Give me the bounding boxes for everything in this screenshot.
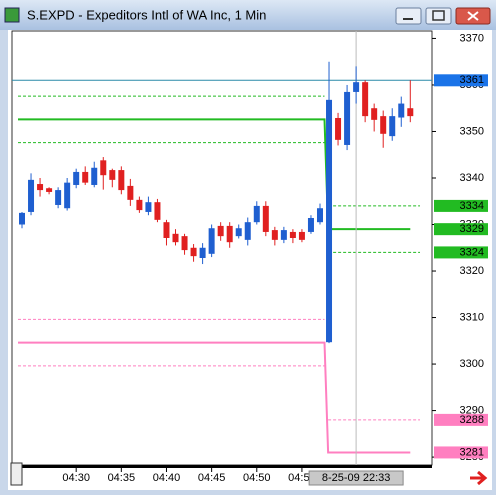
candle-body	[226, 225, 233, 243]
candle-body	[380, 116, 387, 134]
candle-body	[55, 190, 62, 205]
price-tag-label: 3329	[460, 223, 484, 235]
candle-body	[19, 212, 25, 225]
y-tick-label: 3340	[460, 172, 484, 184]
crosshair-time-label: 8-25-09 22:33	[322, 472, 391, 484]
y-tick-label: 3300	[460, 358, 484, 370]
candle-body	[298, 231, 305, 240]
candle-body	[326, 99, 333, 343]
x-tick-label: 04:50	[243, 472, 271, 484]
price-tag-label: 3324	[460, 246, 484, 258]
candle-body	[280, 230, 287, 240]
y-tick-label: 3290	[460, 404, 484, 416]
y-tick-label: 3350	[460, 125, 484, 137]
price-tag	[434, 446, 488, 459]
close-icon	[467, 11, 479, 21]
candle-body	[389, 116, 396, 137]
candle-body	[307, 217, 314, 232]
candle-body	[407, 108, 414, 117]
minimize-icon	[403, 18, 413, 20]
candle-body	[109, 170, 116, 180]
window-title: S.EXPD - Expeditors Intl of WA Inc, 1 Mi…	[27, 7, 266, 22]
band-middle	[18, 341, 411, 454]
candle-body	[217, 225, 224, 237]
maximize-icon	[432, 10, 445, 21]
candle-body	[344, 91, 351, 145]
y-tick-label: 3370	[460, 32, 484, 44]
candle-body	[253, 205, 260, 223]
chart-layer: 3280329033003310332033303340335033603370…	[12, 31, 488, 486]
candle-body	[181, 236, 188, 251]
candle-body	[73, 171, 80, 185]
candle-body	[172, 233, 179, 243]
candle-body	[37, 184, 44, 191]
x-tick-label: 04:35	[108, 472, 136, 484]
candle-body	[91, 167, 98, 185]
candle-body	[127, 185, 134, 200]
app-icon	[4, 7, 20, 23]
candle-body	[353, 82, 360, 92]
price-tag	[434, 223, 488, 236]
candle-body	[136, 199, 143, 211]
price-tag-label: 3288	[460, 414, 484, 426]
y-tick-label: 3310	[460, 311, 484, 323]
candle-body	[145, 202, 152, 212]
candle-body	[100, 160, 107, 176]
candle-body	[82, 171, 89, 183]
candle-body	[118, 170, 125, 191]
candle-body	[64, 182, 71, 209]
price-tag	[434, 199, 488, 212]
candle-body	[28, 179, 35, 212]
crosshair-price-tag	[434, 74, 488, 87]
candle-body	[244, 222, 251, 240]
x-tick-label: 04:30	[62, 472, 90, 484]
candle-body	[289, 231, 296, 238]
price-tag-label: 3334	[460, 200, 484, 212]
scroll-arrow[interactable]	[470, 470, 488, 486]
crosshair-time-tag	[308, 470, 404, 486]
candle-body	[271, 230, 278, 240]
x-axis-bar	[12, 465, 432, 468]
candle-body	[316, 208, 323, 223]
scroll-thumb[interactable]	[10, 462, 23, 486]
candle-body	[208, 228, 215, 254]
crosshair-price-label: 3361	[460, 74, 484, 86]
y-tick-label: 3320	[460, 265, 484, 277]
price-tag	[434, 246, 488, 259]
candle-body	[46, 188, 53, 192]
candle-body	[371, 108, 378, 120]
price-tag	[434, 413, 488, 426]
candle-body	[235, 228, 242, 237]
candle-body	[362, 82, 369, 117]
candle-body	[163, 222, 170, 238]
candle-body	[335, 117, 342, 140]
price-tag-label: 3281	[460, 446, 484, 458]
x-tick-label: 04:45	[198, 472, 226, 484]
plot-layer	[12, 31, 432, 465]
x-tick-label: 04:40	[153, 472, 181, 484]
candle-body	[262, 205, 269, 232]
minimize-button[interactable]	[395, 7, 422, 25]
candle-body	[398, 103, 405, 118]
candle-body	[199, 247, 206, 259]
candle-body	[154, 202, 161, 220]
candle-body	[190, 247, 197, 257]
plot-area	[11, 30, 433, 466]
